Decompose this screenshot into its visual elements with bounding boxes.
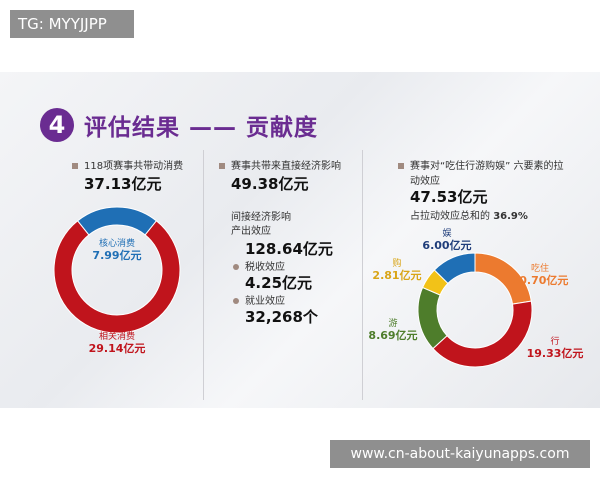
tour-name: 游 [388, 319, 398, 329]
col2-label-text: 赛事共带来直接经济影响 [231, 161, 341, 172]
section-number: 4 [40, 108, 74, 142]
bullet-icon [398, 163, 404, 169]
label-shop: 购 2.81亿元 [372, 258, 422, 282]
label-eat-stay: 吃住 10.70亿元 [500, 263, 580, 287]
col1-value: 37.13亿元 [84, 175, 162, 193]
related-name: 相关消费 [98, 332, 135, 342]
travel-name: 行 [550, 337, 560, 347]
col1-label-text: 118项赛事共带动消费 [84, 161, 184, 172]
divider [203, 150, 204, 400]
col3-value: 47.53亿元 [410, 188, 488, 206]
share-prefix: 占拉动效应总和的 [410, 211, 490, 222]
tax-value: 4.25亿元 [245, 274, 313, 292]
label-travel: 行 19.33亿元 [525, 336, 585, 360]
col3-label: 赛事对“吃住行游购娱” 六要素的拉 [398, 157, 564, 172]
core-name: 核心消费 [98, 239, 135, 249]
core-value: 7.99亿元 [92, 249, 142, 262]
tour-value: 8.69亿元 [368, 329, 418, 342]
col2-value: 49.38亿元 [231, 175, 309, 193]
output-value: 128.64亿元 [245, 240, 333, 258]
six-elements-slice-4 [433, 252, 476, 285]
col3-label2: 动效应 [410, 176, 440, 187]
consumption-slice-1 [53, 220, 181, 334]
shop-value: 2.81亿元 [372, 269, 422, 282]
related-value: 29.14亿元 [88, 342, 146, 355]
col2-label: 赛事共带来直接经济影响 [219, 157, 341, 172]
col1-label: 118项赛事共带动消费 [72, 157, 183, 172]
jobs-label-text: 就业效应 [245, 296, 285, 307]
eat-stay-name: 吃住 [530, 264, 549, 274]
six-elements-slice-2 [417, 286, 448, 350]
tax-label-text: 税收效应 [245, 262, 285, 273]
share-value: 36.9% [493, 211, 528, 222]
entertainment-name: 娱 [442, 229, 452, 239]
slide-title: 4 评估结果 —— 贡献度 [40, 108, 318, 142]
output-label: 产出效应 [231, 226, 271, 237]
core-label: 核心消费 7.99亿元 [87, 238, 147, 262]
related-label: 相关消费 29.14亿元 [82, 331, 152, 355]
divider [362, 150, 363, 400]
eat-stay-value: 10.70亿元 [511, 274, 569, 287]
label-tour: 游 8.69亿元 [368, 318, 418, 342]
tax-label: 税收效应 [233, 258, 285, 273]
bullet-icon [219, 163, 225, 169]
share-text: 占拉动效应总和的 36.9% [410, 207, 528, 222]
shop-name: 购 [392, 259, 402, 269]
watermark-top: TG: MYYJJPP [10, 10, 134, 38]
bullet-icon [233, 298, 239, 304]
title-text: 评估结果 —— 贡献度 [84, 115, 319, 141]
entertainment-value: 6.00亿元 [422, 239, 472, 252]
indirect-label: 间接经济影响 [231, 212, 291, 223]
watermark-bottom: www.cn-about-kaiyunapps.com [330, 440, 590, 468]
col3-label-text: 赛事对“吃住行游购娱” 六要素的拉 [410, 161, 564, 172]
bullet-icon [233, 264, 239, 270]
six-elements-slice-1 [432, 300, 533, 368]
jobs-label: 就业效应 [233, 292, 285, 307]
jobs-value: 32,268个 [245, 308, 318, 326]
consumption-slice-0 [76, 206, 158, 236]
bullet-icon [72, 163, 78, 169]
travel-value: 19.33亿元 [526, 347, 584, 360]
label-entertainment: 娱 6.00亿元 [417, 228, 477, 252]
